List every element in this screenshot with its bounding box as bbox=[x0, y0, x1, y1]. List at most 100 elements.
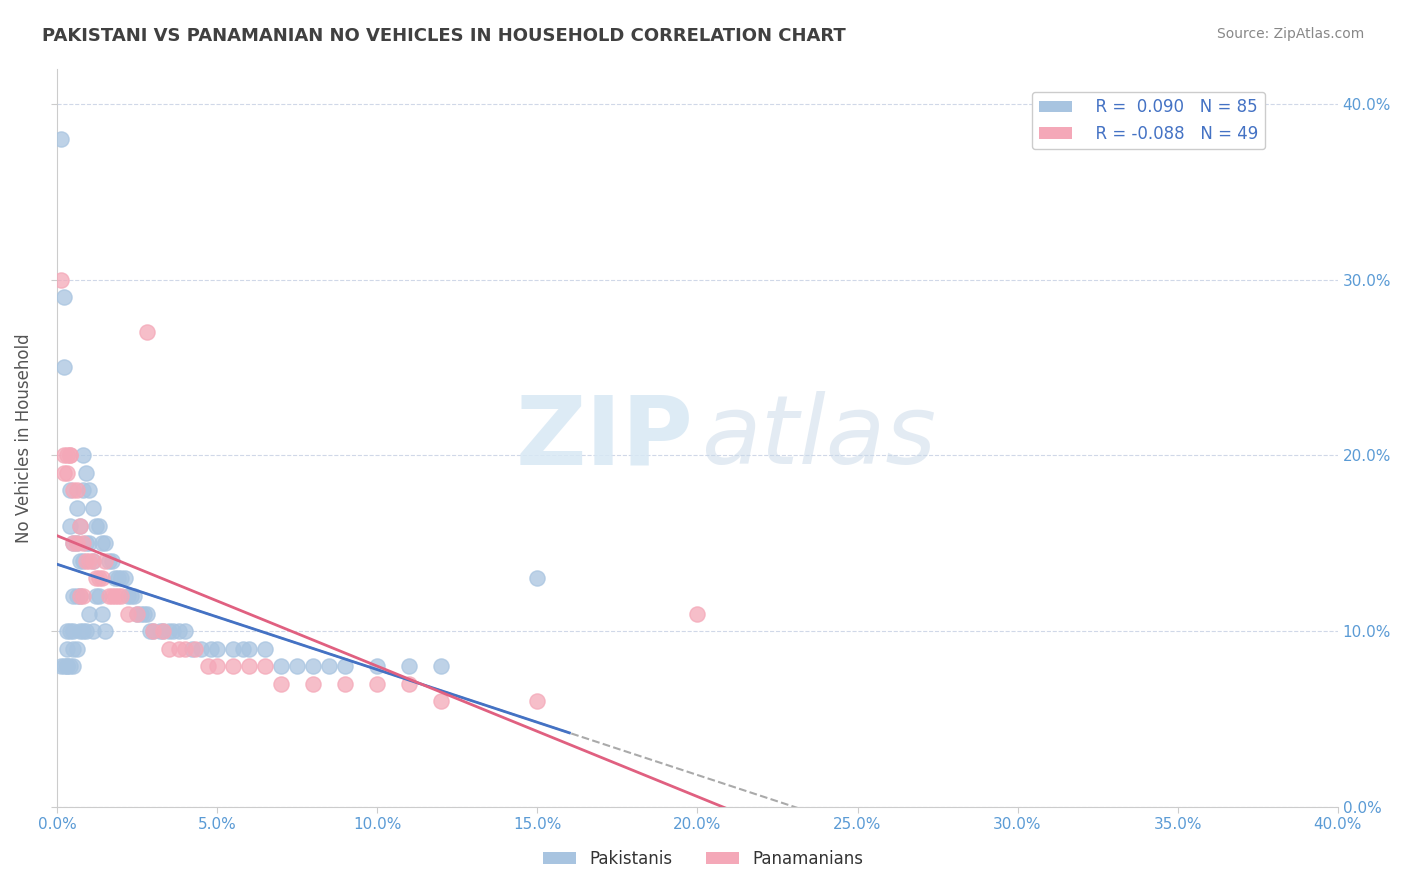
Point bbox=[104, 571, 127, 585]
Point bbox=[79, 607, 101, 621]
Point bbox=[254, 659, 277, 673]
Point bbox=[114, 571, 136, 585]
Point bbox=[72, 589, 94, 603]
Point bbox=[200, 641, 222, 656]
Point bbox=[87, 589, 110, 603]
Point bbox=[56, 466, 79, 480]
Point bbox=[62, 483, 84, 498]
Point bbox=[136, 607, 159, 621]
Point bbox=[335, 677, 357, 691]
Point bbox=[142, 624, 165, 639]
Point bbox=[132, 607, 155, 621]
Point bbox=[139, 624, 162, 639]
Point bbox=[91, 607, 114, 621]
Point bbox=[62, 536, 84, 550]
Point bbox=[318, 659, 340, 673]
Point bbox=[65, 501, 87, 516]
Point bbox=[49, 659, 72, 673]
Point bbox=[127, 607, 149, 621]
Y-axis label: No Vehicles in Household: No Vehicles in Household bbox=[15, 333, 32, 542]
Point bbox=[59, 624, 82, 639]
Point bbox=[197, 659, 219, 673]
Point bbox=[117, 589, 139, 603]
Point bbox=[107, 571, 129, 585]
Point bbox=[62, 659, 84, 673]
Point bbox=[430, 659, 453, 673]
Point bbox=[254, 641, 277, 656]
Point bbox=[302, 677, 325, 691]
Point bbox=[238, 659, 260, 673]
Point bbox=[56, 659, 79, 673]
Point bbox=[366, 659, 388, 673]
Point bbox=[127, 607, 149, 621]
Point bbox=[110, 589, 132, 603]
Point bbox=[82, 624, 104, 639]
Point bbox=[79, 483, 101, 498]
Point bbox=[59, 483, 82, 498]
Point bbox=[152, 624, 174, 639]
Point bbox=[107, 589, 129, 603]
Point bbox=[82, 554, 104, 568]
Point bbox=[207, 641, 229, 656]
Point bbox=[72, 536, 94, 550]
Point bbox=[94, 554, 117, 568]
Point bbox=[49, 272, 72, 286]
Point bbox=[270, 677, 292, 691]
Point bbox=[207, 659, 229, 673]
Point bbox=[100, 554, 122, 568]
Point bbox=[97, 589, 120, 603]
Point bbox=[222, 641, 245, 656]
Point bbox=[62, 641, 84, 656]
Point bbox=[167, 641, 190, 656]
Point bbox=[84, 571, 107, 585]
Point bbox=[72, 624, 94, 639]
Point bbox=[59, 448, 82, 462]
Point bbox=[75, 554, 97, 568]
Point bbox=[686, 607, 709, 621]
Point bbox=[167, 624, 190, 639]
Point bbox=[129, 607, 152, 621]
Point bbox=[430, 694, 453, 708]
Point bbox=[398, 659, 420, 673]
Point bbox=[69, 589, 91, 603]
Point bbox=[84, 589, 107, 603]
Point bbox=[122, 589, 145, 603]
Point bbox=[84, 518, 107, 533]
Point bbox=[94, 624, 117, 639]
Point bbox=[270, 659, 292, 673]
Point bbox=[62, 536, 84, 550]
Point bbox=[157, 641, 180, 656]
Point bbox=[59, 518, 82, 533]
Text: Source: ZipAtlas.com: Source: ZipAtlas.com bbox=[1216, 27, 1364, 41]
Point bbox=[82, 501, 104, 516]
Point bbox=[75, 624, 97, 639]
Point bbox=[72, 554, 94, 568]
Point bbox=[104, 589, 127, 603]
Point bbox=[56, 624, 79, 639]
Point bbox=[69, 518, 91, 533]
Point bbox=[69, 589, 91, 603]
Point bbox=[335, 659, 357, 673]
Point bbox=[222, 659, 245, 673]
Point bbox=[72, 483, 94, 498]
Point bbox=[65, 536, 87, 550]
Point bbox=[52, 448, 75, 462]
Point bbox=[49, 132, 72, 146]
Point bbox=[62, 624, 84, 639]
Point bbox=[75, 466, 97, 480]
Point bbox=[52, 360, 75, 375]
Point bbox=[52, 659, 75, 673]
Point bbox=[190, 641, 212, 656]
Point bbox=[65, 536, 87, 550]
Point bbox=[302, 659, 325, 673]
Text: atlas: atlas bbox=[702, 392, 936, 484]
Point bbox=[65, 641, 87, 656]
Point bbox=[59, 448, 82, 462]
Point bbox=[117, 607, 139, 621]
Text: PAKISTANI VS PANAMANIAN NO VEHICLES IN HOUSEHOLD CORRELATION CHART: PAKISTANI VS PANAMANIAN NO VEHICLES IN H… bbox=[42, 27, 846, 45]
Point bbox=[79, 536, 101, 550]
Point bbox=[82, 554, 104, 568]
Point bbox=[91, 536, 114, 550]
Point bbox=[174, 641, 197, 656]
Point bbox=[62, 589, 84, 603]
